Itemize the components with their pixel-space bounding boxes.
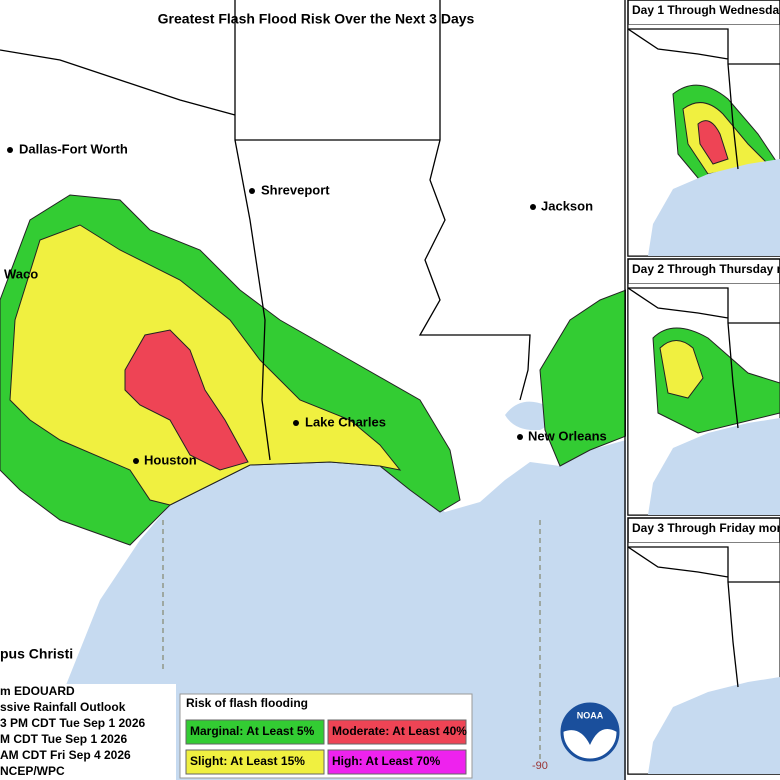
city-label: Lake Charles: [305, 414, 386, 429]
city-label: Shreveport: [261, 182, 330, 197]
info-line: m EDOUARD: [0, 684, 75, 698]
legend-swatch: [327, 749, 467, 775]
inset-map: Day 1 Through Wednesday: [627, 0, 780, 257]
legend-label: Moderate: At Least 40%: [332, 724, 467, 738]
inset-title: Day 2 Through Thursday m: [632, 262, 780, 276]
legend-swatch: [327, 719, 467, 745]
main-map: Dallas-Fort Worth Shreveport Jackson Wac…: [0, 0, 626, 780]
city-label: Waco: [4, 266, 38, 281]
info-box: [0, 684, 176, 780]
risk-slight: [9, 224, 402, 506]
inset-risk: [697, 120, 729, 165]
city-label: New Orleans: [528, 428, 607, 443]
inset-water: [648, 418, 780, 515]
map-title: Greatest Flash Flood Risk Over the Next …: [158, 11, 475, 27]
lake: [505, 401, 552, 431]
inset-body: [628, 283, 780, 515]
legend-label: Marginal: At Least 5%: [190, 724, 315, 738]
legend-label: High: At Least 70%: [332, 754, 441, 768]
logo-text: NOAA: [577, 710, 604, 720]
inset-title: Day 3 Through Friday mor: [632, 521, 780, 535]
legend-swatch: [185, 719, 325, 745]
inset-title: Day 1 Through Wednesday: [632, 3, 780, 17]
city-label: Houston: [144, 452, 197, 467]
city-dots: [7, 147, 536, 464]
meridian-label: -90: [532, 760, 548, 772]
info-line: ssive Rainfall Outlook: [0, 700, 126, 714]
info-line: 3 PM CDT Tue Sep 1 2026: [0, 716, 145, 730]
city-label: pus Christi: [0, 646, 73, 662]
legend-title: Risk of flash flooding: [186, 696, 308, 710]
info-line: AM CDT Fri Sep 4 2026: [0, 748, 131, 762]
inset-map: Day 2 Through Thursday m: [627, 258, 780, 516]
inset-border: [628, 28, 780, 170]
legend: Risk of flash flooding Marginal: At Leas…: [179, 693, 473, 779]
insets: Day 1 Through Wednesday Day 2 Through Thu…: [627, 0, 780, 775]
inset-water: [648, 677, 780, 774]
inset-risk: [659, 340, 704, 399]
info-line: NCEP/WPC: [0, 764, 65, 778]
inset-body: [628, 542, 780, 774]
inset-border: [628, 546, 780, 688]
risk-moderate: [124, 329, 249, 471]
risk-marginal-east: [539, 289, 626, 467]
inset-body: [628, 24, 780, 256]
inset-border: [628, 287, 780, 429]
legend-swatch: [185, 749, 325, 775]
legend-label: Slight: At Least 15%: [190, 754, 305, 768]
city-label: Jackson: [541, 198, 593, 213]
city-label: Dallas-Fort Worth: [19, 141, 128, 156]
noaa-logo: NOAA: [560, 702, 620, 762]
inset-map: Day 3 Through Friday mor: [627, 517, 780, 775]
inset-water: [648, 159, 780, 256]
info-line: M CDT Tue Sep 1 2026: [0, 732, 127, 746]
state-border: [0, 0, 626, 780]
